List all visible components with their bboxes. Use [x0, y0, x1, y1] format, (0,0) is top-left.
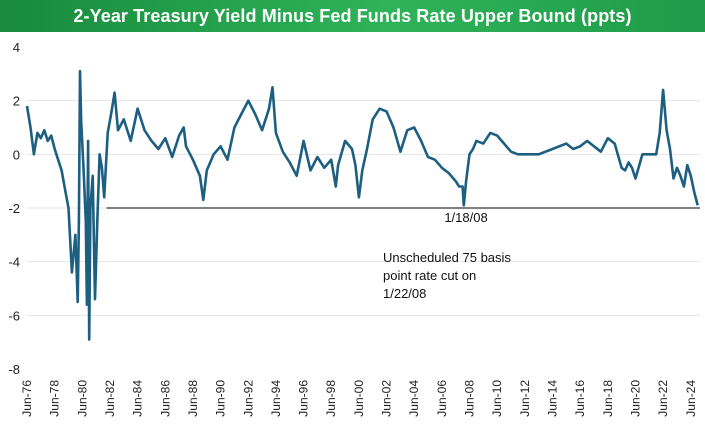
- y-tick-label: -2: [8, 201, 20, 216]
- annotation-note-line-1: Unscheduled 75 basis: [383, 250, 511, 265]
- y-tick-label: -8: [8, 362, 20, 377]
- x-tick-label: Jun-80: [75, 380, 89, 417]
- annotation-date-label: 1/18/08: [444, 210, 487, 225]
- x-tick-label: Jun-92: [241, 380, 255, 417]
- x-tick-label: Jun-24: [684, 380, 698, 417]
- grid-lines: [27, 100, 700, 316]
- x-tick-label: Jun-02: [380, 380, 394, 417]
- annotation-note-line-3: 1/22/08: [383, 286, 426, 301]
- y-tick-label: -4: [8, 255, 20, 270]
- y-tick-label: -6: [8, 308, 20, 323]
- x-tick-label: Jun-98: [324, 380, 338, 417]
- x-tick-label: Jun-88: [186, 380, 200, 417]
- chart-title-bar: 2-Year Treasury Yield Minus Fed Funds Ra…: [0, 0, 705, 32]
- x-tick-label: Jun-90: [214, 380, 228, 417]
- x-tick-label: Jun-18: [601, 380, 615, 417]
- x-tick-label: Jun-78: [48, 380, 62, 417]
- x-tick-label: Jun-76: [20, 380, 34, 417]
- x-tick-label: Jun-94: [269, 380, 283, 417]
- x-tick-label: Jun-96: [297, 380, 311, 417]
- y-tick-label: 0: [13, 147, 20, 162]
- x-tick-label: Jun-06: [435, 380, 449, 417]
- y-tick-label: 2: [13, 94, 20, 109]
- x-tick-label: Jun-20: [628, 380, 642, 417]
- series-line: [25, 69, 699, 341]
- x-axis-ticks: Jun-76 Jun-78 Jun-80 Jun-82 Jun-84 Jun-86 Jun-…: [20, 380, 698, 417]
- x-tick-label: Jun-22: [656, 380, 670, 417]
- x-tick-label: Jun-10: [490, 380, 504, 417]
- y-tick-label: 4: [13, 40, 20, 55]
- x-tick-label: Jun-14: [545, 380, 559, 417]
- chart-title: 2-Year Treasury Yield Minus Fed Funds Ra…: [73, 5, 632, 26]
- x-tick-label: Jun-00: [352, 380, 366, 417]
- x-tick-label: Jun-16: [573, 380, 587, 417]
- annotation-note-line-2: point rate cut on: [383, 268, 476, 283]
- x-tick-label: Jun-82: [103, 380, 117, 417]
- x-tick-label: Jun-12: [518, 380, 532, 417]
- x-tick-label: Jun-08: [463, 380, 477, 417]
- y-axis-ticks: 4 2 0 -2 -4 -6 -8: [8, 40, 20, 377]
- x-tick-label: Jun-86: [158, 380, 172, 417]
- x-tick-label: Jun-84: [131, 380, 145, 417]
- x-tick-label: Jun-04: [407, 380, 421, 417]
